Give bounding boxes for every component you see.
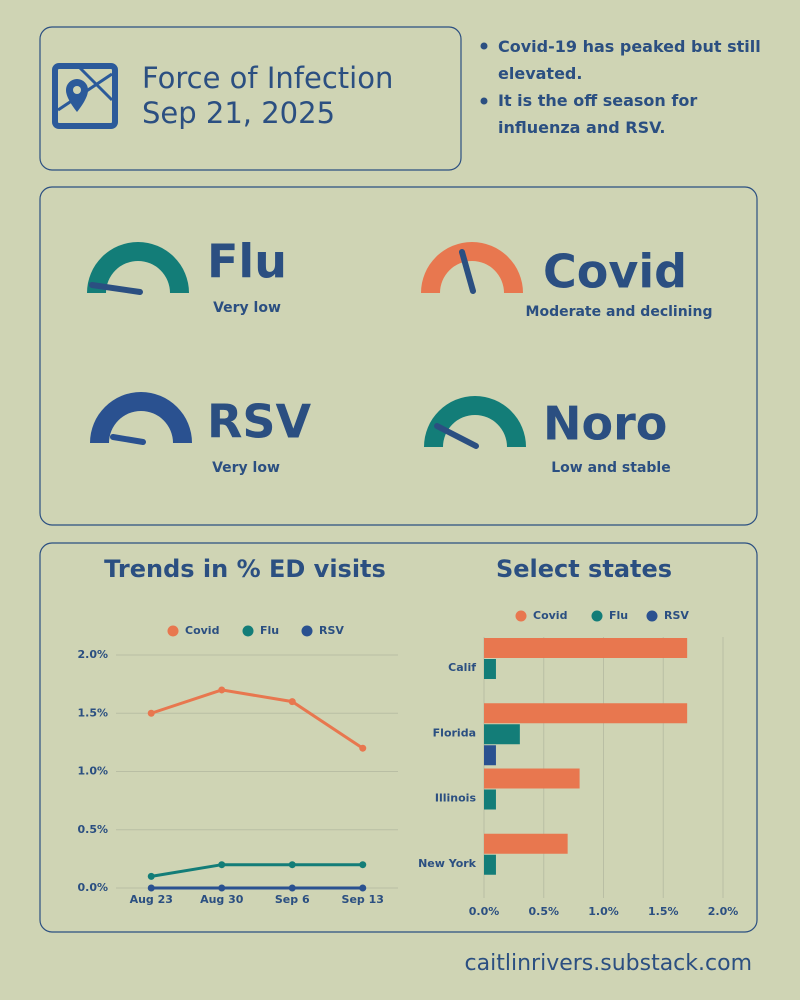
header-date: Sep 21, 2025 <box>142 96 335 130</box>
bar <box>484 638 688 658</box>
x-tick-label: 0.5% <box>528 905 559 918</box>
y-tick-label: 1.0% <box>77 765 108 778</box>
data-point <box>359 861 367 869</box>
bullet: Covid-19 has peaked but still elevated. <box>498 37 761 83</box>
data-point <box>359 884 367 892</box>
gauge-name: RSV <box>207 395 312 449</box>
x-tick-label: 0.0% <box>469 905 500 918</box>
gauge-status: Moderate and declining <box>526 304 713 320</box>
y-tick-label: 2.0% <box>77 648 108 661</box>
y-tick-label: 0.0% <box>77 881 108 894</box>
legend-label: Covid <box>533 609 567 622</box>
chart-title: Trends in % ED visits <box>104 555 386 583</box>
x-tick-label: Aug 23 <box>130 893 173 906</box>
data-point <box>147 884 155 892</box>
data-point <box>288 861 296 869</box>
legend-marker <box>242 625 254 637</box>
chart-title: Select states <box>496 555 672 583</box>
bar <box>484 703 688 724</box>
legend-marker <box>646 610 658 622</box>
y-tick-label: Calif <box>448 661 476 674</box>
x-tick-label: 2.0% <box>708 905 739 918</box>
data-point <box>147 709 155 717</box>
data-point <box>288 698 296 706</box>
gauges-panel <box>39 186 758 526</box>
series-line <box>150 688 364 750</box>
bullet-dot <box>480 97 488 105</box>
gauge-name: Noro <box>543 397 667 451</box>
gauge <box>87 242 189 295</box>
gauge <box>90 392 192 445</box>
bullet-dot <box>480 42 488 50</box>
footer: caitlinrivers.substack.com <box>465 951 752 976</box>
data-point <box>288 884 296 892</box>
data-point <box>147 872 155 880</box>
legend-marker <box>515 610 527 622</box>
gauge-name: Covid <box>543 245 687 299</box>
legend-label: RSV <box>319 624 344 637</box>
header-title: Force of Infection <box>142 61 393 95</box>
gauge-name: Flu <box>207 235 287 289</box>
x-tick-label: Aug 30 <box>200 893 244 906</box>
y-tick-label: Florida <box>433 726 476 739</box>
y-tick-label: 1.5% <box>77 706 108 719</box>
series-line <box>151 863 363 878</box>
x-tick-label: Sep 6 <box>275 893 310 906</box>
gauge <box>424 396 526 449</box>
legend-label: Flu <box>260 624 279 637</box>
data-point <box>218 861 226 869</box>
x-tick-label: Sep 13 <box>342 893 384 906</box>
map-icon <box>52 63 118 129</box>
bar <box>484 724 520 745</box>
legend-marker <box>167 625 179 637</box>
gauge-status: Low and stable <box>551 460 670 476</box>
bar <box>484 659 496 679</box>
y-tick-label: New York <box>418 857 477 870</box>
y-tick-label: 0.5% <box>77 823 108 836</box>
header-panel <box>39 26 462 171</box>
bar <box>484 854 496 875</box>
data-point <box>218 686 226 694</box>
gauge-status: Very low <box>213 300 281 316</box>
data-point <box>359 744 367 752</box>
bar <box>484 768 580 789</box>
y-tick-label: Illinois <box>435 792 477 805</box>
bullet: It is the off season for influenza and R… <box>498 91 698 137</box>
bar <box>484 745 496 766</box>
bar <box>484 833 568 854</box>
charts-panel <box>39 542 758 933</box>
bullets: Covid-19 has peaked but still elevated. … <box>498 37 761 137</box>
x-tick-label: 1.5% <box>648 905 679 918</box>
gauge <box>421 242 523 294</box>
legend-marker <box>301 625 313 637</box>
x-tick-label: 1.0% <box>588 905 619 918</box>
legend-label: RSV <box>664 609 689 622</box>
bar <box>484 789 496 810</box>
gauge-status: Very low <box>212 460 280 476</box>
legend-label: Covid <box>185 624 219 637</box>
data-point <box>218 884 226 892</box>
legend-marker <box>591 610 603 622</box>
legend-label: Flu <box>609 609 628 622</box>
